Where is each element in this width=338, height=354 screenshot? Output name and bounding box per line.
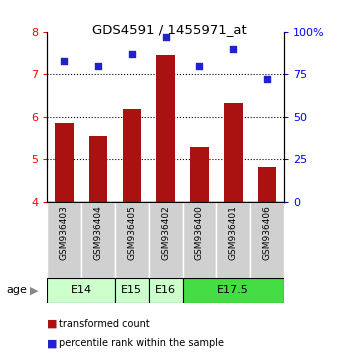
Point [129, 51, 135, 57]
Bar [183, 278, 284, 303]
Bar [258, 167, 276, 202]
Point [231, 46, 236, 52]
Bar [47, 278, 115, 303]
Text: GSM936400: GSM936400 [195, 206, 204, 261]
Text: GDS4591 / 1455971_at: GDS4591 / 1455971_at [92, 23, 246, 36]
Text: GSM936405: GSM936405 [127, 206, 136, 261]
Bar [55, 123, 74, 202]
Point [163, 34, 168, 40]
Text: percentile rank within the sample: percentile rank within the sample [59, 338, 224, 348]
Bar [47, 202, 81, 278]
Bar [115, 202, 149, 278]
Point [264, 76, 270, 82]
Text: GSM936404: GSM936404 [94, 206, 102, 260]
Bar [224, 103, 243, 202]
Bar [156, 55, 175, 202]
Text: age: age [7, 285, 28, 295]
Point [95, 63, 101, 69]
Text: E14: E14 [71, 285, 92, 295]
Text: GSM936402: GSM936402 [161, 206, 170, 260]
Bar [81, 202, 115, 278]
Bar [250, 202, 284, 278]
Bar [149, 278, 183, 303]
Text: transformed count: transformed count [59, 319, 150, 329]
Text: GSM936403: GSM936403 [60, 206, 69, 261]
Text: ■: ■ [47, 319, 58, 329]
Text: ▶: ▶ [30, 285, 39, 295]
Bar [115, 278, 149, 303]
Text: GSM936401: GSM936401 [229, 206, 238, 261]
Bar [149, 202, 183, 278]
Point [62, 58, 67, 64]
Text: GSM936406: GSM936406 [263, 206, 271, 261]
Bar [190, 147, 209, 202]
Bar [123, 109, 141, 202]
Text: E15: E15 [121, 285, 142, 295]
Point [197, 63, 202, 69]
Text: ■: ■ [47, 338, 58, 348]
Text: E17.5: E17.5 [217, 285, 249, 295]
Bar [89, 136, 107, 202]
Text: E16: E16 [155, 285, 176, 295]
Bar [183, 202, 216, 278]
Bar [216, 202, 250, 278]
